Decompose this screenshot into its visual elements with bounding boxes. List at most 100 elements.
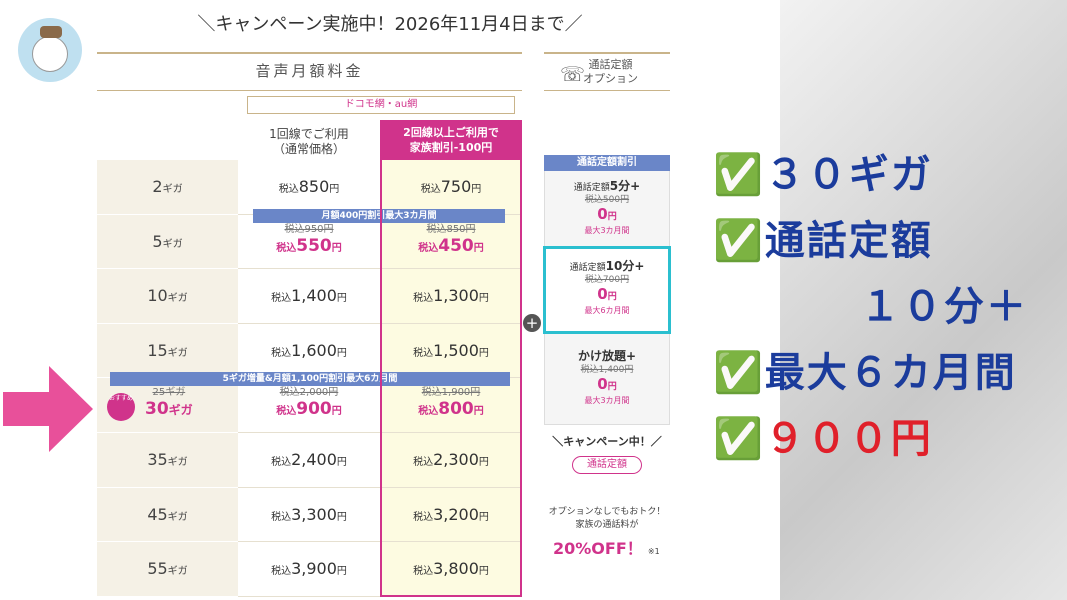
option-period: 最大6カ月間: [584, 306, 630, 315]
tax-label: 税込: [271, 293, 292, 305]
amount: 1,400: [291, 286, 337, 306]
family-cell: 税込1,500円: [380, 323, 522, 379]
plan-cell: 15ギガ: [97, 323, 238, 379]
price-cell-content: 税込3,200円: [380, 505, 522, 524]
gb-unit: ギガ: [167, 347, 188, 359]
price-cell-content: 税込950円 税込550円: [238, 224, 380, 256]
discount: 20%OFF！: [553, 539, 643, 558]
gb-unit: ギガ: [167, 457, 188, 468]
amount: 0: [597, 205, 608, 223]
yen: 円: [478, 457, 489, 468]
yen: 円: [473, 406, 484, 418]
tax-label: 税込: [418, 406, 439, 418]
tax-label: 税込: [413, 457, 434, 468]
tax-label: 税込: [413, 347, 434, 359]
option-discount: 20%OFF！ ※1: [553, 535, 660, 559]
phone-icon: ☏: [560, 62, 586, 86]
single-cell: 税込3,900円: [238, 542, 380, 597]
gb-unit: ギガ: [162, 238, 183, 250]
option-price: 0円: [546, 286, 668, 305]
yen: 円: [478, 347, 489, 359]
amount: 3,200: [433, 504, 479, 524]
price-cell-content: 税込850円: [238, 177, 380, 196]
option-name: 通話定額10分+: [546, 255, 668, 274]
gb: 2: [152, 177, 163, 196]
option-name-bold: 10分+: [605, 259, 645, 273]
plan-name: 35ギガ: [97, 450, 238, 469]
option-name: かけ放題+: [544, 345, 670, 364]
network-label: ドコモ網・au網: [247, 96, 515, 114]
family-cell: 税込3,200円: [380, 487, 522, 543]
price: 税込1,600円: [238, 341, 380, 360]
gb: 5: [152, 231, 163, 251]
yen: 円: [473, 242, 484, 254]
option-item: 通話定額5分+ 税込500円 0円 最大3カ月間: [544, 175, 670, 245]
plan-cell: おすすめ 25ギガ 30ギガ: [97, 378, 238, 433]
tax-label: 税込: [271, 347, 292, 359]
rule: [97, 90, 522, 91]
title-line: 通話定額: [588, 58, 633, 71]
option-button[interactable]: 通話定額: [572, 456, 642, 474]
amount: 450: [438, 235, 474, 256]
price: 税込450円: [380, 236, 522, 256]
table-title: 音声月額料金: [255, 62, 364, 80]
price: 税込900円: [238, 399, 380, 419]
yen: 円: [478, 511, 489, 523]
yen: 円: [336, 293, 347, 305]
plan-cell: 35ギガ: [97, 433, 238, 488]
tax-label: 税込: [413, 293, 434, 305]
option-campaign: ＼キャンペーン中！／: [552, 435, 662, 448]
price: 税込850円: [238, 177, 380, 196]
gb-unit: ギガ: [167, 511, 188, 523]
yen: 円: [471, 184, 482, 195]
option-item: かけ放題+ 税込1,400円 0円 最大3カ月間: [544, 345, 670, 415]
tax-label: 税込: [413, 566, 434, 578]
note-line: 家族の通話料が: [575, 520, 639, 530]
price-cell-content: 税込850円 税込450円: [380, 224, 522, 256]
plan-cell: 10ギガ: [97, 269, 238, 324]
old-price: 税込950円: [284, 223, 334, 235]
yen: 円: [607, 292, 617, 302]
price: 税込3,200円: [380, 505, 522, 524]
price-cell-content: 税込1,600円: [238, 341, 380, 360]
amount: 1,500: [433, 340, 479, 360]
plus-icon: +: [523, 314, 541, 332]
discount-banner: 5ギガ増量&月額1,100円割引最大6カ月間: [110, 372, 510, 387]
price: 税込3,300円: [238, 505, 380, 524]
plan: 25ギガ 30ギガ: [145, 387, 193, 419]
gb: 30: [145, 399, 169, 420]
yen: 円: [331, 242, 342, 254]
yen: 円: [331, 406, 342, 418]
option-name-bold: 5分+: [609, 179, 641, 193]
price: 税込1,500円: [380, 341, 522, 360]
price-cell-content: 税込3,900円: [238, 559, 380, 578]
single-header: 1回線でご利用 （通常価格）: [238, 127, 380, 157]
single-cell: 税込3,300円: [238, 487, 380, 543]
amount: 800: [438, 399, 474, 420]
gb-unit: ギガ: [162, 184, 183, 195]
price: 税込550円: [238, 236, 380, 256]
price-cell-content: 税込2,300円: [380, 450, 522, 469]
rule: [97, 52, 522, 54]
tax-label: 税込: [418, 242, 439, 254]
family-cell: 税込1,900円 税込800円: [380, 378, 522, 433]
gb: 55: [147, 559, 168, 579]
amount: 550: [296, 235, 332, 256]
old-price: 税込1,900円: [421, 387, 481, 399]
tax-label: 税込: [276, 242, 297, 254]
header-line: 家族割引-100円: [409, 141, 493, 154]
plan-name: 2ギガ: [97, 177, 238, 196]
single-cell: 税込1,600円: [238, 323, 380, 379]
yen: 円: [336, 511, 347, 523]
plan-cell: 45ギガ: [97, 487, 238, 543]
price-cell-content: 税込2,000円 税込900円: [238, 387, 380, 419]
old-price: 税込2,000円: [279, 387, 339, 399]
tax-label: 税込: [271, 511, 292, 523]
plan-cell: 5ギガ: [97, 214, 238, 270]
price: 税込1,400円: [238, 286, 380, 305]
yen: 円: [336, 457, 347, 468]
amount: 900: [296, 399, 332, 420]
option-old-price: 税込1,400円: [580, 365, 634, 375]
gb: 10: [147, 286, 168, 306]
